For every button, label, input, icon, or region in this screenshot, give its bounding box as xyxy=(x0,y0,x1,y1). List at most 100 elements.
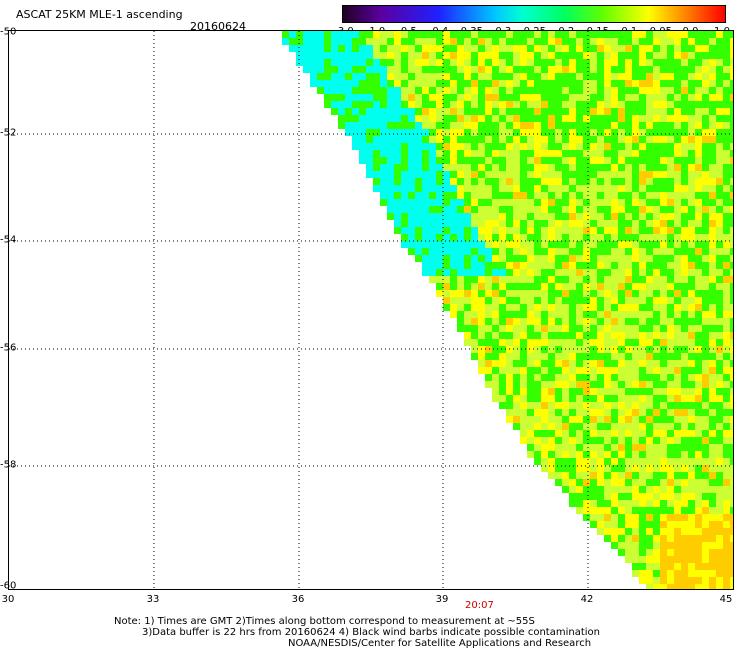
swath-cell xyxy=(646,248,653,255)
swath-cell xyxy=(618,73,625,80)
swath-cell xyxy=(478,360,485,367)
swath-cell xyxy=(716,31,723,38)
swath-cell xyxy=(716,129,723,136)
swath-cell xyxy=(590,206,597,213)
swath-cell xyxy=(485,353,492,360)
swath-cell xyxy=(436,234,443,241)
swath-cell xyxy=(345,87,352,94)
swath-cell xyxy=(667,143,674,150)
swath-cell xyxy=(338,59,345,66)
swath-cell xyxy=(730,297,733,304)
swath-cell xyxy=(660,241,667,248)
swath-cell xyxy=(548,283,555,290)
swath-cell xyxy=(660,283,667,290)
swath-cell xyxy=(625,507,632,514)
swath-cell xyxy=(506,409,513,416)
swath-cell xyxy=(576,136,583,143)
swath-cell xyxy=(443,101,450,108)
swath-cell xyxy=(653,234,660,241)
swath-cell xyxy=(513,374,520,381)
swath-cell xyxy=(520,220,527,227)
swath-cell xyxy=(541,234,548,241)
swath-cell xyxy=(555,283,562,290)
swath-cell xyxy=(639,493,646,500)
swath-cell xyxy=(653,185,660,192)
swath-cell xyxy=(576,444,583,451)
swath-cell xyxy=(681,374,688,381)
swath-cell xyxy=(618,45,625,52)
swath-cell xyxy=(401,115,408,122)
swath-cell xyxy=(429,122,436,129)
swath-cell xyxy=(562,360,569,367)
swath-cell xyxy=(520,122,527,129)
swath-cell xyxy=(667,409,674,416)
swath-cell xyxy=(583,402,590,409)
swath-cell xyxy=(387,150,394,157)
swath-cell xyxy=(583,171,590,178)
swath-cell xyxy=(695,409,702,416)
swath-cell xyxy=(408,248,415,255)
swath-cell xyxy=(730,122,733,129)
swath-cell xyxy=(597,360,604,367)
swath-cell xyxy=(709,185,716,192)
swath-cell xyxy=(394,73,401,80)
swath-cell xyxy=(688,374,695,381)
swath-cell xyxy=(576,332,583,339)
swath-cell xyxy=(555,325,562,332)
swath-cell xyxy=(681,178,688,185)
swath-cell xyxy=(527,276,534,283)
swath-cell xyxy=(702,416,709,423)
swath-cell xyxy=(597,493,604,500)
swath-cell xyxy=(604,80,611,87)
swath-cell xyxy=(723,395,730,402)
swath-cell xyxy=(450,31,457,38)
swath-cell xyxy=(639,486,646,493)
swath-cell xyxy=(478,206,485,213)
swath-cell xyxy=(646,549,653,556)
swath-cell xyxy=(660,423,667,430)
swath-cell xyxy=(359,59,366,66)
swath-cell xyxy=(674,199,681,206)
swath-cell xyxy=(583,80,590,87)
swath-cell xyxy=(688,227,695,234)
swath-cell xyxy=(604,255,611,262)
swath-cell xyxy=(394,31,401,38)
swath-cell xyxy=(625,437,632,444)
swath-cell xyxy=(583,255,590,262)
swath-cell xyxy=(611,311,618,318)
swath-cell xyxy=(366,94,373,101)
swath-cell xyxy=(667,521,674,528)
swath-cell xyxy=(478,38,485,45)
swath-cell xyxy=(618,276,625,283)
swath-cell xyxy=(611,458,618,465)
swath-cell xyxy=(660,38,667,45)
swath-cell xyxy=(702,234,709,241)
swath-cell xyxy=(569,248,576,255)
swath-cell xyxy=(345,94,352,101)
swath-cell xyxy=(695,269,702,276)
swath-cell xyxy=(541,31,548,38)
swath-cell xyxy=(541,381,548,388)
swath-cell xyxy=(541,346,548,353)
swath-cell xyxy=(597,80,604,87)
swath-cell xyxy=(681,325,688,332)
swath-cell xyxy=(653,402,660,409)
swath-cell xyxy=(562,304,569,311)
swath-cell xyxy=(436,150,443,157)
swath-cell xyxy=(618,108,625,115)
swath-cell xyxy=(366,101,373,108)
swath-cell xyxy=(338,66,345,73)
swath-cell xyxy=(541,339,548,346)
swath-cell xyxy=(303,59,310,66)
swath-cell xyxy=(653,255,660,262)
swath-cell xyxy=(639,290,646,297)
swath-cell xyxy=(583,38,590,45)
swath-cell xyxy=(667,206,674,213)
swath-cell xyxy=(541,80,548,87)
swath-cell xyxy=(485,59,492,66)
swath-cell xyxy=(618,178,625,185)
swath-cell xyxy=(478,143,485,150)
swath-cell xyxy=(450,171,457,178)
swath-cell xyxy=(541,395,548,402)
swath-cell xyxy=(506,59,513,66)
